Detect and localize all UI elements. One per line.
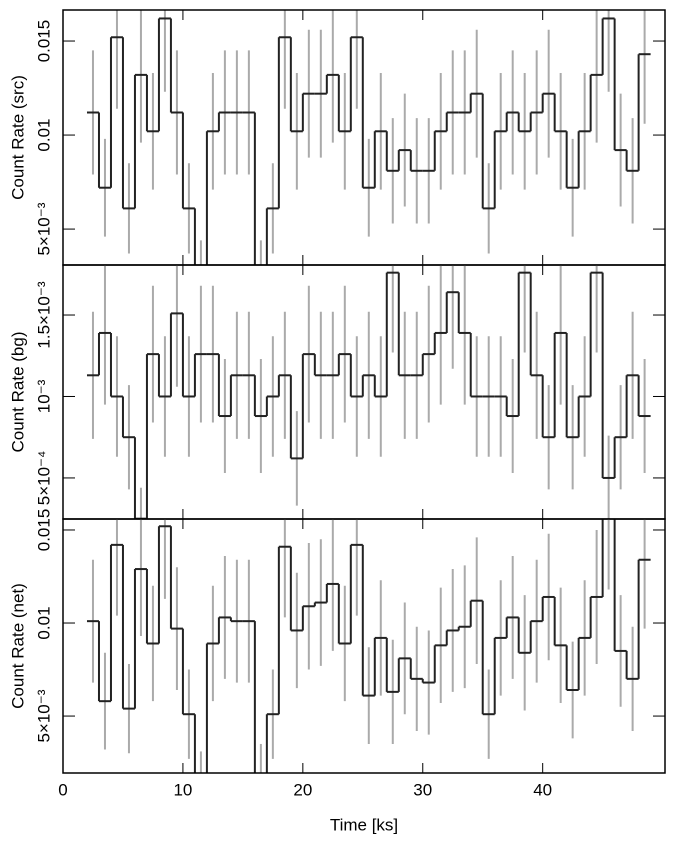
y-tick-label: 5×10⁻³ (34, 689, 53, 742)
y-tick-label: 10⁻³ (34, 379, 53, 413)
y-tick-label: 0.01 (34, 606, 53, 639)
y-tick-label: 0.015 (34, 509, 53, 552)
y-tick-label: 0.015 (34, 20, 53, 63)
step-connector (97, 272, 640, 519)
x-tick-label: 20 (293, 780, 312, 799)
x-tick-label: 10 (173, 780, 192, 799)
step-connector (97, 519, 640, 773)
y-tick-label: 5×10⁻³ (34, 202, 53, 255)
y-tick-label: 0.01 (34, 119, 53, 152)
x-axis-label: Time [ks] (330, 815, 398, 834)
y-axis-label: Count Rate (bg) (8, 332, 27, 453)
x-tick-label: 0 (58, 780, 67, 799)
frame (62, 518, 666, 774)
y-tick-label: 5×10⁻⁴ (34, 451, 53, 506)
y-axis-label: Count Rate (net) (8, 583, 27, 709)
plot-area (86, 519, 651, 773)
y-tick-label: 1.5×10⁻³ (34, 281, 53, 348)
plot-area (86, 10, 651, 265)
x-tick-label: 40 (533, 780, 552, 799)
y-axis-label: Count Rate (src) (8, 75, 27, 200)
x-tick-label: 30 (413, 780, 432, 799)
plot-area (86, 265, 651, 519)
